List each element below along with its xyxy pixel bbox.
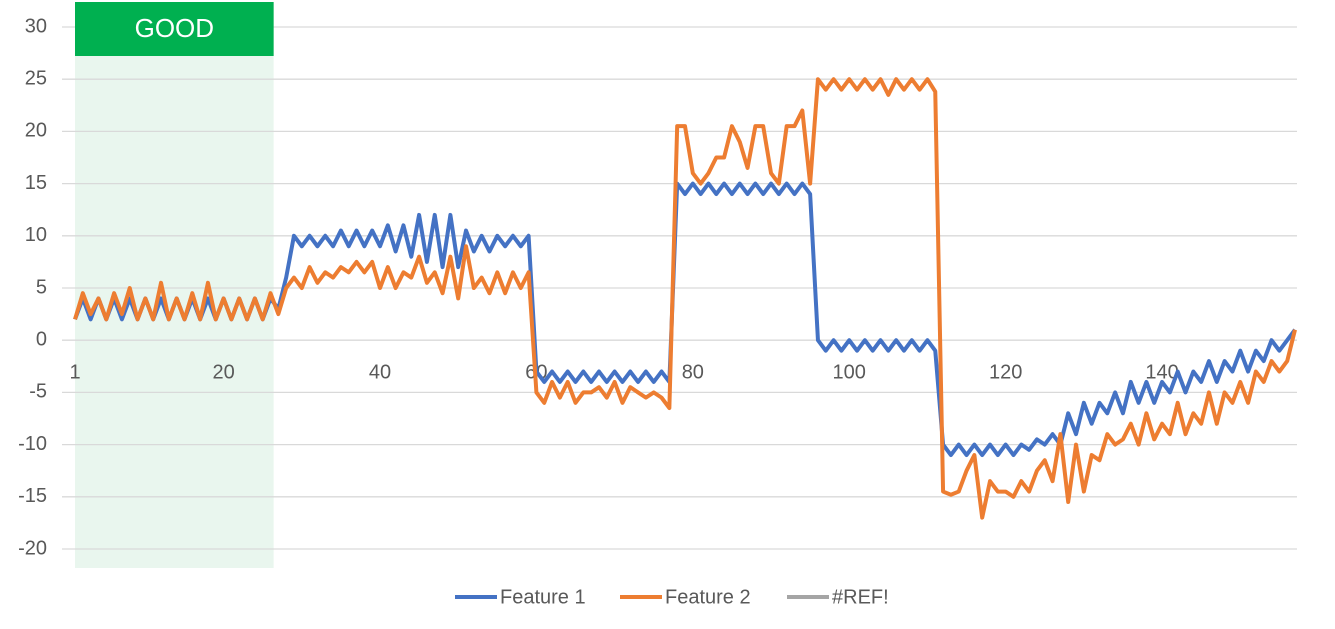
x-tick-label: 1 [69, 361, 80, 383]
y-tick-label: -15 [18, 485, 47, 507]
y-tick-label: -10 [18, 433, 47, 455]
y-tick-label: 10 [25, 224, 47, 246]
x-tick-label: 40 [369, 361, 391, 383]
x-tick-label: 140 [1145, 361, 1178, 383]
x-tick-label: 100 [833, 361, 866, 383]
y-tick-label: 30 [25, 15, 47, 37]
legend-label: Feature 2 [665, 586, 751, 608]
legend-label: #REF! [832, 586, 889, 608]
good-band [75, 2, 274, 568]
series-line [73, 77, 1297, 520]
y-tick-label: -5 [29, 381, 47, 403]
x-tick-label: 20 [212, 361, 234, 383]
y-tick-label: 15 [25, 172, 47, 194]
y-tick-label: 5 [36, 276, 47, 298]
legend-label: Feature 1 [500, 586, 586, 608]
y-tick-label: 25 [25, 67, 47, 89]
y-tick-label: 0 [36, 328, 47, 350]
good-header [75, 2, 274, 56]
y-tick-label: -20 [18, 537, 47, 559]
y-tick-label: 20 [25, 120, 47, 142]
x-tick-label: 80 [682, 361, 704, 383]
good-label: GOOD [135, 13, 214, 43]
x-tick-label: 120 [989, 361, 1022, 383]
